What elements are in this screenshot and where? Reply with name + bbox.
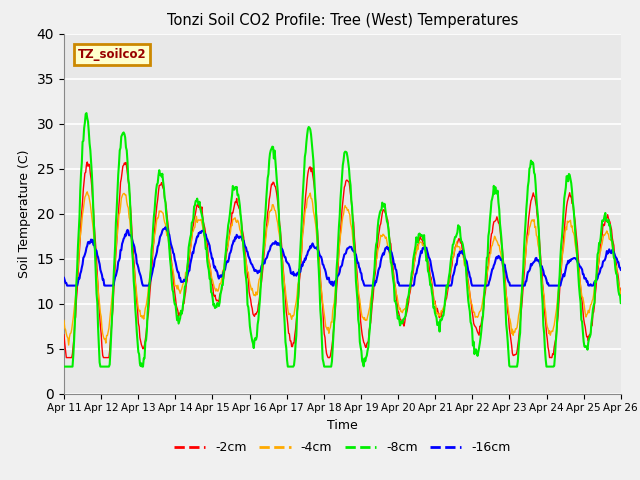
Legend: -2cm, -4cm, -8cm, -16cm: -2cm, -4cm, -8cm, -16cm: [169, 436, 516, 459]
Y-axis label: Soil Temperature (C): Soil Temperature (C): [18, 149, 31, 278]
Title: Tonzi Soil CO2 Profile: Tree (West) Temperatures: Tonzi Soil CO2 Profile: Tree (West) Temp…: [166, 13, 518, 28]
Text: TZ_soilco2: TZ_soilco2: [78, 48, 147, 61]
X-axis label: Time: Time: [327, 419, 358, 432]
